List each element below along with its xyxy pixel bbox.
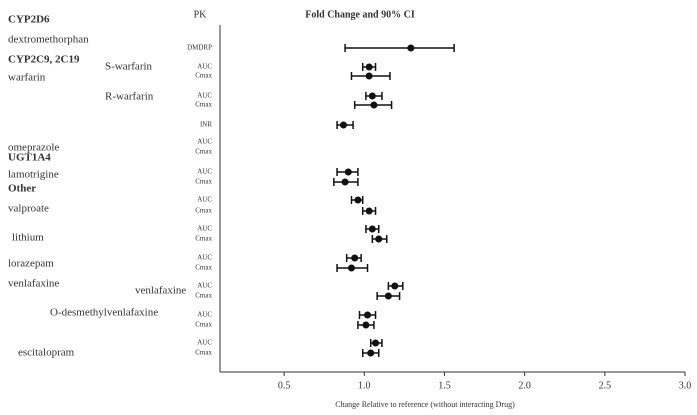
x-tick-label: 3.0 [679,380,692,391]
group-label: S-warfarin [105,61,153,73]
row-label: AUC [197,92,212,100]
group-label: warfarin [8,72,46,84]
point [407,44,415,52]
group-label: lithium [12,232,44,244]
point [367,349,375,357]
chart-title: Fold Change and 90% CI [305,9,415,20]
column-header: PK [194,9,208,20]
row-label: INR [200,121,212,129]
point [368,225,376,233]
row-label: AUC [197,138,212,146]
group-label: dextromethorphan [8,34,89,46]
row-label: Cmax [195,321,212,329]
point [364,311,372,319]
group-label: omeprazole [8,142,59,154]
point [341,178,349,186]
x-axis-label: Change Relative to reference (without in… [335,400,515,409]
row-label: Cmax [195,349,212,357]
row-label: Cmax [195,178,212,186]
group-label: CYP2D6 [8,14,50,26]
row-label: AUC [197,282,212,290]
point [391,282,399,290]
group-label: valproate [8,203,49,215]
point [362,321,370,329]
point [365,63,373,71]
group-label: venlafaxine [135,285,186,297]
point [339,121,347,129]
x-tick-label: 2.0 [518,380,531,391]
row-label: Cmax [195,101,212,109]
row-label: AUC [197,311,212,319]
row-label: Cmax [195,72,212,80]
x-tick-label: 2.5 [599,380,612,391]
row-label: DMDRP [187,44,212,52]
point [384,292,392,300]
group-label: R-warfarin [105,91,154,103]
point [344,168,352,176]
row-label: AUC [197,196,212,204]
row-label: AUC [197,254,212,262]
point [354,196,362,204]
group-label: lorazepam [8,258,54,270]
row-label: Cmax [195,148,212,156]
row-label: Cmax [195,207,212,215]
point [347,264,355,272]
row-label: Cmax [195,235,212,243]
point [370,101,378,109]
x-tick-label: 1.5 [438,380,451,391]
x-tick-label: 1.0 [358,380,371,391]
point [365,72,373,80]
row-label: AUC [197,339,212,347]
group-label: UGT1A4 [8,152,51,164]
group-label: lamotrigine [8,169,59,181]
group-label: venlafaxine [8,278,59,290]
group-label: CYP2C9, 2C19 [8,54,80,66]
point [365,207,373,215]
row-label: AUC [197,225,212,233]
point [372,339,380,347]
row-label: AUC [197,63,212,71]
point [368,92,376,100]
row-label: AUC [197,168,212,176]
point [351,254,359,262]
row-label: Cmax [195,292,212,300]
row-label: Cmax [195,264,212,272]
x-tick-label: 0.5 [278,380,291,391]
group-label: O-desmethylvenlafaxine [50,307,158,319]
group-label: Other [8,183,36,195]
point [375,235,383,243]
group-label: escitalopram [18,347,75,359]
